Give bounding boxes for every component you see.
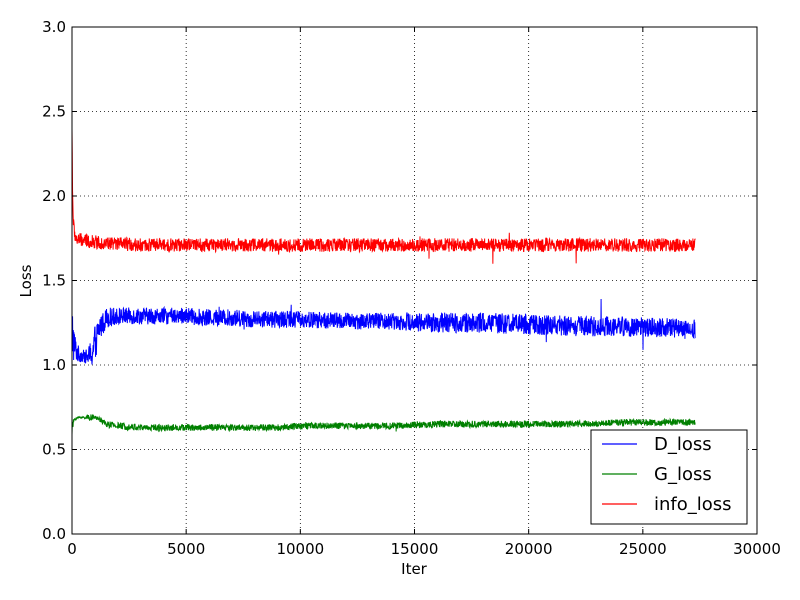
x-tick-label: 0 [67,540,77,558]
tick-labels: 0 5000 10000 15000 20000 25000 30000 0.0 0.5 1.0 1… [42,18,781,558]
y-tick-label: 3.0 [42,18,66,36]
legend-label-info_loss: info_loss [654,494,732,515]
y-tick-label: 1.0 [42,356,66,374]
series-line-D_loss [72,298,696,365]
y-tick-label: 1.5 [42,272,66,290]
x-axis-label: Iter [401,560,428,578]
y-tick-label: 2.5 [42,103,66,121]
legend-label-G_loss: G_loss [654,464,712,485]
legend-label-D_loss: D_loss [654,434,712,455]
grid [72,27,757,534]
legend: D_loss G_loss info_loss [590,429,748,525]
x-tick-label: 20000 [505,540,553,558]
ticks [71,26,758,535]
y-tick-label: 2.0 [42,187,66,205]
x-tick-label: 15000 [391,540,439,558]
series-line-G_loss [72,413,696,435]
series-line-info_loss [72,128,696,264]
series-layer [72,128,696,435]
y-tick-label: 0.0 [42,525,66,543]
x-tick-label: 25000 [619,540,667,558]
legend-box [590,429,748,525]
y-axis-label: Loss [17,264,35,297]
x-tick-label: 30000 [733,540,781,558]
x-tick-label: 5000 [167,540,205,558]
y-tick-label: 0.5 [42,441,66,459]
x-tick-label: 10000 [276,540,324,558]
